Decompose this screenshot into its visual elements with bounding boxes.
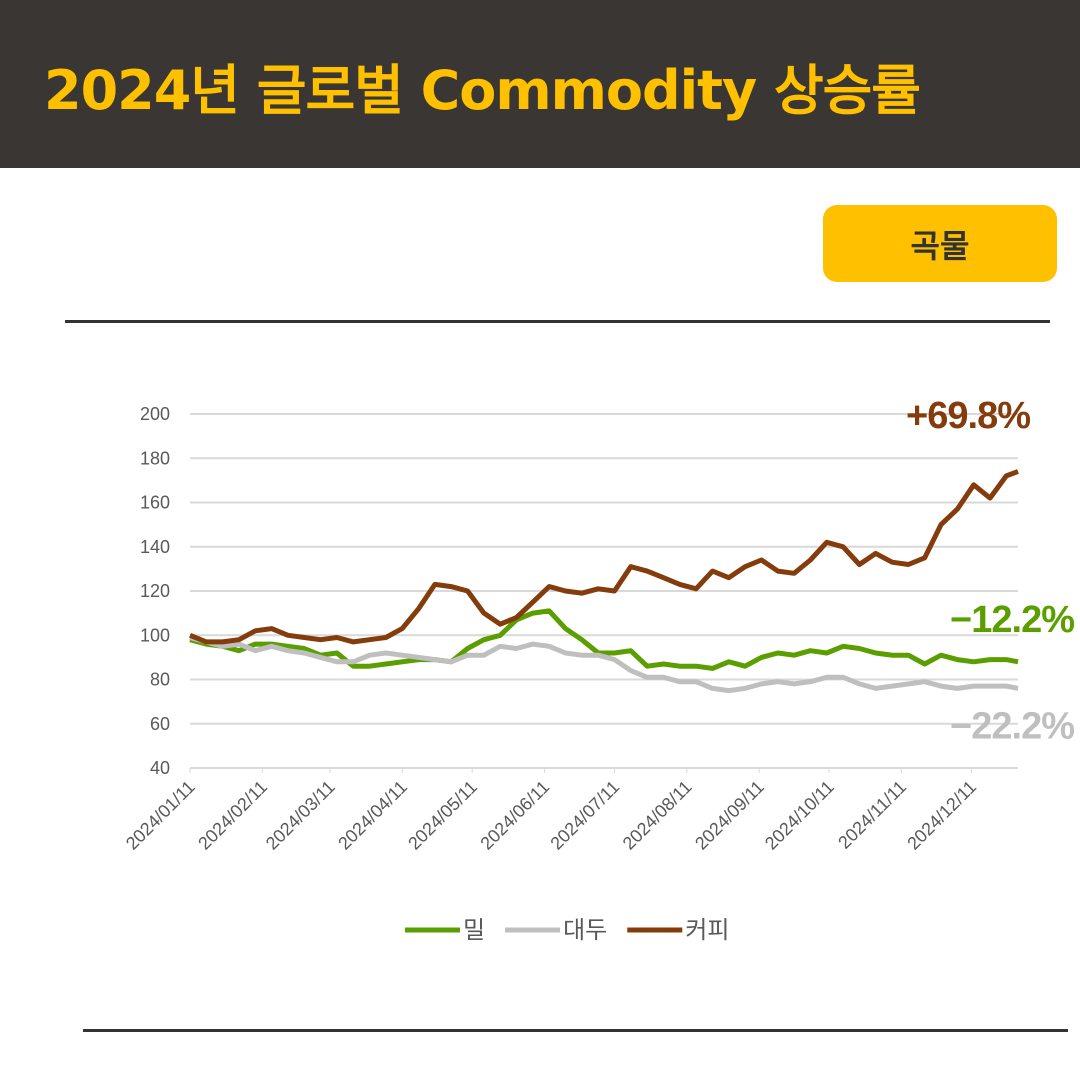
- y-tick-label: 40: [150, 758, 170, 778]
- x-tick-label: 2024/07/11: [546, 777, 623, 854]
- legend-label: 커피: [685, 917, 729, 944]
- x-tick-label: 2024/06/11: [476, 777, 553, 854]
- y-tick-label: 160: [140, 493, 170, 513]
- title: 2024년 글로벌 Commodity 상승률: [44, 59, 921, 122]
- x-tick-label: 2024/04/11: [334, 777, 411, 854]
- legend-label: 대두: [563, 917, 607, 944]
- end-label: −12.2%: [950, 599, 1074, 641]
- legend-label: 밀: [463, 917, 485, 944]
- category-badge: 곡물: [823, 205, 1057, 282]
- end-label: +69.8%: [906, 395, 1030, 437]
- x-tick-label: 2024/03/11: [262, 777, 339, 854]
- y-tick-label: 200: [140, 404, 170, 424]
- series-line: [189, 469, 1019, 645]
- divider: [65, 320, 1050, 323]
- header-bar: [0, 0, 1080, 168]
- x-tick-label: 2024/02/11: [194, 777, 271, 854]
- y-tick-label: 140: [140, 537, 170, 557]
- x-tick-label: 2024/12/11: [903, 777, 980, 854]
- series-line: [189, 608, 1019, 671]
- series-line: [189, 635, 1019, 694]
- x-tick-label: 2024/11/11: [834, 777, 910, 853]
- x-tick-label: 2024/01/11: [122, 777, 199, 854]
- end-label: −22.2%: [950, 705, 1074, 747]
- y-tick-label: 100: [140, 625, 170, 645]
- y-tick-label: 180: [140, 448, 170, 468]
- x-tick-label: 2024/05/11: [404, 777, 481, 854]
- y-tick-label: 80: [150, 670, 170, 690]
- x-tick-label: 2024/08/11: [619, 777, 696, 854]
- x-tick-label: 2024/09/11: [691, 777, 768, 854]
- y-tick-label: 60: [150, 714, 170, 734]
- x-tick-label: 2024/10/11: [761, 777, 838, 854]
- y-tick-label: 120: [140, 581, 170, 601]
- divider: [83, 1029, 1068, 1032]
